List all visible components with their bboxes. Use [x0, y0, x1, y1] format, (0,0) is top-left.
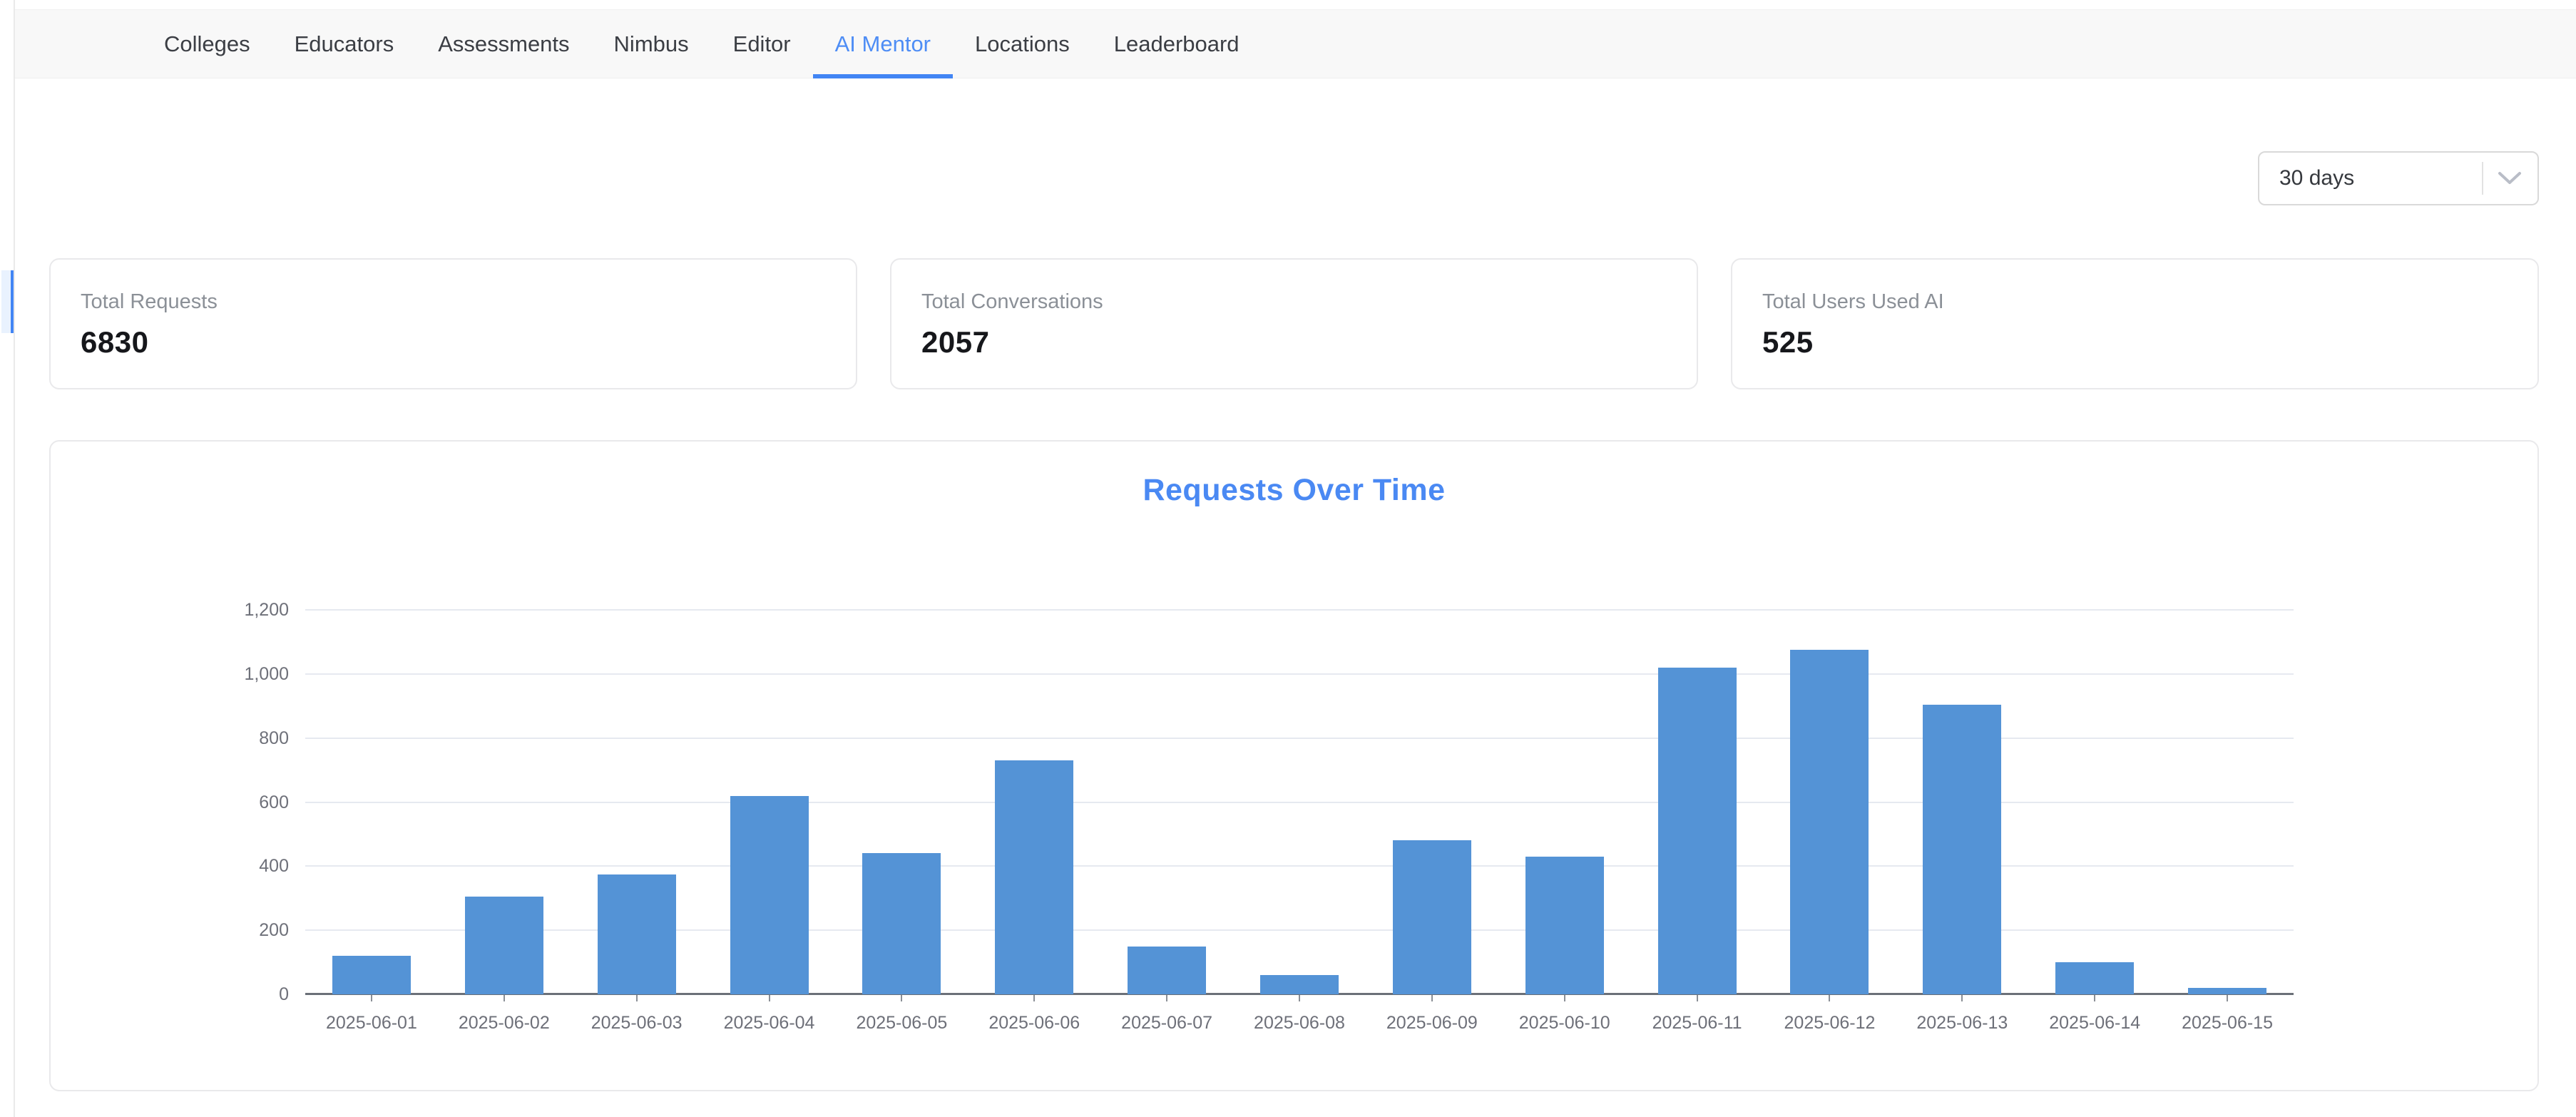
nav-tabs: Colleges Educators Assessments Nimbus Editor… — [15, 10, 2576, 78]
chart-bar — [1657, 667, 1737, 994]
tab-educators[interactable]: Educators — [272, 10, 416, 78]
chart-plot: 0 200 400 600 800 1,000 1,200 2025-06-01 2025-06… — [51, 442, 2537, 1090]
y-axis-tick-label: 1,200 — [244, 600, 289, 620]
stat-value: 2057 — [921, 325, 990, 359]
tab-label: Leaderboard — [1113, 31, 1240, 56]
stat-value: 525 — [1762, 325, 1814, 359]
stat-label: Total Users Used AI — [1762, 290, 1944, 313]
tab-colleges[interactable]: Colleges — [142, 10, 272, 78]
x-axis-tick — [2227, 995, 2229, 1001]
tab-leaderboard[interactable]: Leaderboard — [1092, 10, 1262, 78]
y-gridline — [305, 929, 2294, 932]
x-axis-tick-label: 2025-06-06 — [988, 1013, 1080, 1033]
x-axis-tick — [2094, 995, 2096, 1001]
x-axis-tick-label: 2025-06-10 — [1518, 1013, 1610, 1033]
tab-nimbus[interactable]: Nimbus — [592, 10, 711, 78]
x-axis-tick-label: 2025-06-09 — [1386, 1013, 1478, 1033]
x-axis-tick — [1696, 995, 1698, 1001]
x-axis-tick — [1299, 995, 1300, 1001]
tab-label: Editor — [732, 31, 791, 56]
x-axis-tick-label: 2025-06-14 — [2049, 1013, 2141, 1033]
tab-label: Nimbus — [613, 31, 689, 56]
x-axis-tick — [1166, 995, 1168, 1001]
y-gridline — [305, 865, 2294, 867]
y-gridline — [305, 737, 2294, 739]
sidebar-active-item-indicator[interactable] — [1, 270, 14, 333]
x-axis-tick-label: 2025-06-12 — [1784, 1013, 1876, 1033]
chart-bar — [1392, 840, 1471, 994]
y-axis-tick-label: 0 — [279, 984, 289, 1004]
x-axis-tick-label: 2025-06-03 — [591, 1013, 683, 1033]
select-divider — [2482, 162, 2483, 195]
chart-bar — [995, 760, 1074, 994]
x-axis-tick — [1563, 995, 1565, 1001]
y-axis-tick-label: 400 — [259, 856, 289, 877]
stat-label: Total Requests — [81, 290, 218, 313]
tab-label: Colleges — [164, 31, 250, 56]
chart-bar — [1260, 975, 1339, 994]
chart-bar — [730, 795, 809, 994]
chart-bar — [1790, 650, 1869, 994]
tab-label: Locations — [975, 31, 1070, 56]
x-axis-tick-label: 2025-06-05 — [856, 1013, 948, 1033]
chart-bar — [2055, 962, 2135, 994]
x-axis-tick — [901, 995, 903, 1001]
chart-bar — [1128, 946, 1207, 994]
y-gridline — [305, 801, 2294, 803]
x-axis-tick-label: 2025-06-13 — [1916, 1013, 2008, 1033]
tab-ai-mentor[interactable]: AI Mentor — [812, 10, 954, 78]
x-axis-tick-label: 2025-06-08 — [1254, 1013, 1345, 1033]
tab-label: AI Mentor — [834, 31, 931, 56]
x-axis-tick — [635, 995, 638, 1001]
chart-bar — [862, 853, 941, 994]
x-axis-tick — [768, 995, 770, 1001]
x-axis-tick-label: 2025-06-02 — [458, 1013, 550, 1033]
chart-bar — [464, 897, 543, 994]
x-axis-tick-label: 2025-06-04 — [723, 1013, 815, 1033]
chart-bar — [597, 874, 676, 994]
date-range-select[interactable]: 30 days — [2258, 151, 2539, 205]
tab-editor[interactable]: Editor — [711, 10, 813, 78]
y-axis-tick-label: 800 — [259, 728, 289, 748]
y-gridline — [305, 673, 2294, 675]
requests-over-time-chart-card: Requests Over Time 0 200 400 600 800 1,000 1,2… — [49, 440, 2539, 1091]
chart-bar — [1923, 704, 2002, 994]
y-axis-tick-label: 200 — [259, 920, 289, 941]
x-axis-tick — [503, 995, 505, 1001]
x-axis-tick — [1961, 995, 1963, 1001]
stat-card-total-users-used-ai: Total Users Used AI 525 — [1731, 258, 2539, 389]
chart-title: Requests Over Time — [1143, 473, 1446, 507]
x-axis-tick — [370, 995, 372, 1001]
stat-card-total-requests: Total Requests 6830 — [49, 258, 857, 389]
chart-bar — [2188, 988, 2267, 994]
x-axis-tick-label: 2025-06-01 — [325, 1013, 417, 1033]
y-axis-tick-label: 600 — [259, 792, 289, 812]
y-gridline — [305, 609, 2294, 611]
stat-label: Total Conversations — [921, 290, 1103, 313]
chart-bar — [1525, 856, 1604, 994]
tab-label: Educators — [294, 31, 394, 56]
chevron-down-icon — [2498, 172, 2521, 184]
stat-card-total-conversations: Total Conversations 2057 — [890, 258, 1698, 389]
x-axis-tick — [1431, 995, 1433, 1001]
x-axis-tick — [1829, 995, 1831, 1001]
x-axis-tick-label: 2025-06-07 — [1121, 1013, 1213, 1033]
sidebar-divider — [14, 0, 15, 1117]
stat-value: 6830 — [81, 325, 149, 359]
x-axis-tick — [1033, 995, 1036, 1001]
x-axis-tick-label: 2025-06-11 — [1652, 1013, 1742, 1033]
tab-assessments[interactable]: Assessments — [416, 10, 591, 78]
chart-bar — [332, 956, 411, 994]
stats-row: Total Requests 6830 Total Conversations … — [49, 258, 2539, 389]
tab-label: Assessments — [438, 31, 570, 56]
date-range-value: 30 days — [2279, 166, 2355, 190]
tab-locations[interactable]: Locations — [953, 10, 1092, 78]
top-navbar: Colleges Educators Assessments Nimbus Editor… — [15, 9, 2576, 78]
y-axis-tick-label: 1,000 — [244, 663, 289, 684]
x-axis-tick-label: 2025-06-15 — [2182, 1013, 2273, 1033]
